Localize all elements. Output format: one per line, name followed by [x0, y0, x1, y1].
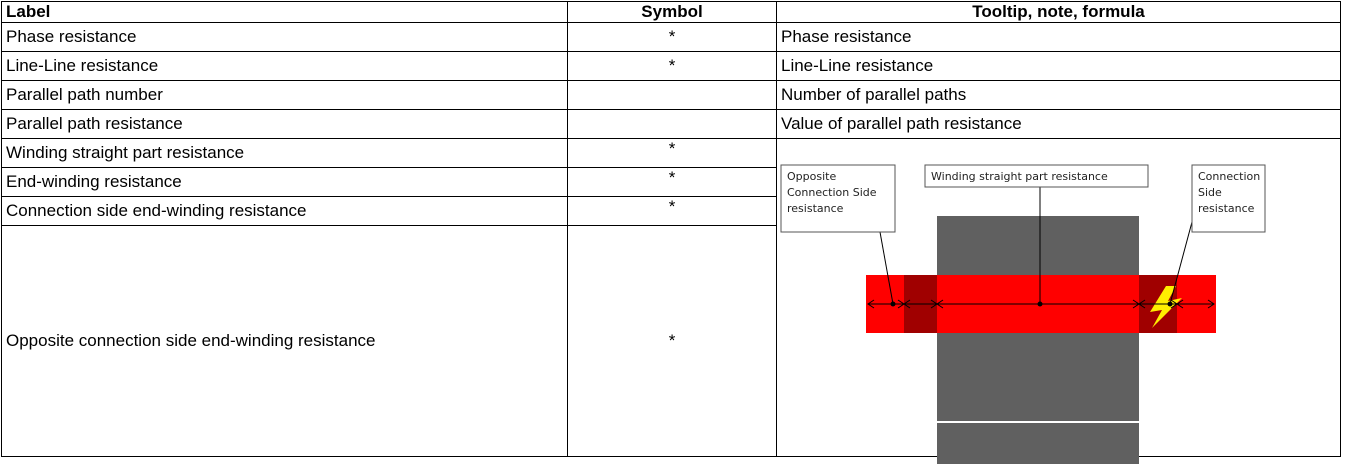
label-cell: End-winding resistance — [1, 167, 568, 197]
table-row: Winding straight part resistance * — [1, 138, 1341, 457]
header-cell: Tooltip, note, formula — [776, 1, 1341, 23]
header-cell: Symbol — [567, 1, 777, 23]
note-cell: Number of parallel paths — [776, 80, 1341, 110]
symbol-cell: * — [567, 138, 777, 168]
symbol-cell: * — [567, 22, 777, 52]
note-cell: Phase resistance — [776, 22, 1341, 52]
label-cell: Line-Line resistance — [1, 51, 568, 81]
diagram-cell — [776, 138, 1341, 457]
label-cell: Connection side end-winding resistance — [1, 196, 568, 226]
label-cell: Opposite connection side end-winding res… — [1, 225, 568, 457]
symbol-cell — [567, 109, 777, 139]
table-row: Line-Line resistance * Line-Line resistanc… — [1, 51, 1341, 81]
label-cell: Phase resistance — [1, 22, 568, 52]
resistance-table: Label Symbol Tooltip, note, formula Phas… — [1, 1, 1341, 457]
symbol-cell: * — [567, 225, 777, 457]
note-cell: Value of parallel path resistance — [776, 109, 1341, 139]
symbol-cell: * — [567, 167, 777, 197]
header-cell: Label — [1, 1, 568, 23]
label-cell: Parallel path number — [1, 80, 568, 110]
label-cell: Winding straight part resistance — [1, 138, 568, 168]
note-cell: Line-Line resistance — [776, 51, 1341, 81]
label-cell: Parallel path resistance — [1, 109, 568, 139]
symbol-cell — [567, 80, 777, 110]
symbol-cell: * — [567, 196, 777, 226]
table-row: End-winding resistance * — [1, 167, 1341, 197]
symbol-cell: * — [567, 51, 777, 81]
table-row: Parallel path number Number of parallel p… — [1, 80, 1341, 110]
table-row: Opposite connection side end-winding res… — [1, 225, 1341, 457]
table-row: Phase resistance * Phase resistance — [1, 22, 1341, 52]
table-row: Parallel path resistance Value of paralle… — [1, 109, 1341, 139]
